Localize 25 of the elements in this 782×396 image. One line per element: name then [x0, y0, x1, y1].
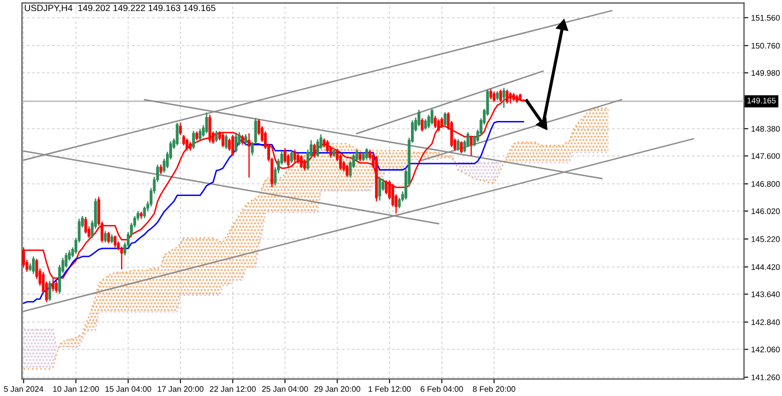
- x-tick-label: 1 Feb 12:00: [368, 386, 411, 392]
- y-tick-label: 143.640: [752, 291, 780, 298]
- x-tick-label: 10 Jan 12:00: [53, 386, 99, 392]
- x-tick-label: 25 Jan 04:00: [262, 386, 308, 392]
- x-tick-label: 15 Jan 04:00: [106, 386, 152, 392]
- y-tick-label: 149.980: [752, 70, 780, 76]
- x-tick-label: 8 Feb 20:00: [472, 386, 516, 392]
- y-tick-label: 151.560: [752, 14, 780, 21]
- y-tick-label: 148.380: [752, 126, 780, 132]
- x-tick-label: 17 Jan 20:00: [158, 386, 204, 392]
- x-tick-label: 22 Jan 12:00: [210, 386, 256, 392]
- y-tick-label: 147.600: [752, 153, 780, 159]
- y-tick-label: 142.840: [752, 319, 780, 326]
- x-tick-label: 29 Jan 20:00: [314, 386, 360, 392]
- y-tick-label: 142.060: [752, 346, 780, 352]
- ref-line-label: 149.165: [748, 98, 776, 104]
- y-tick-label: 145.220: [752, 236, 780, 242]
- y-tick-label: 144.420: [752, 264, 780, 270]
- x-tick-label: 5 Jan 2024: [4, 386, 44, 392]
- x-tick-label: 6 Feb 04:00: [420, 386, 463, 392]
- y-tick-label: 146.800: [752, 181, 780, 187]
- y-tick-label: 141.260: [752, 374, 780, 380]
- y-tick-label: 150.760: [752, 42, 780, 49]
- y-tick-label: 146.020: [752, 208, 780, 214]
- chart-title: USDJPY,H4 149.202 149.222 149.163 149.165: [24, 4, 216, 12]
